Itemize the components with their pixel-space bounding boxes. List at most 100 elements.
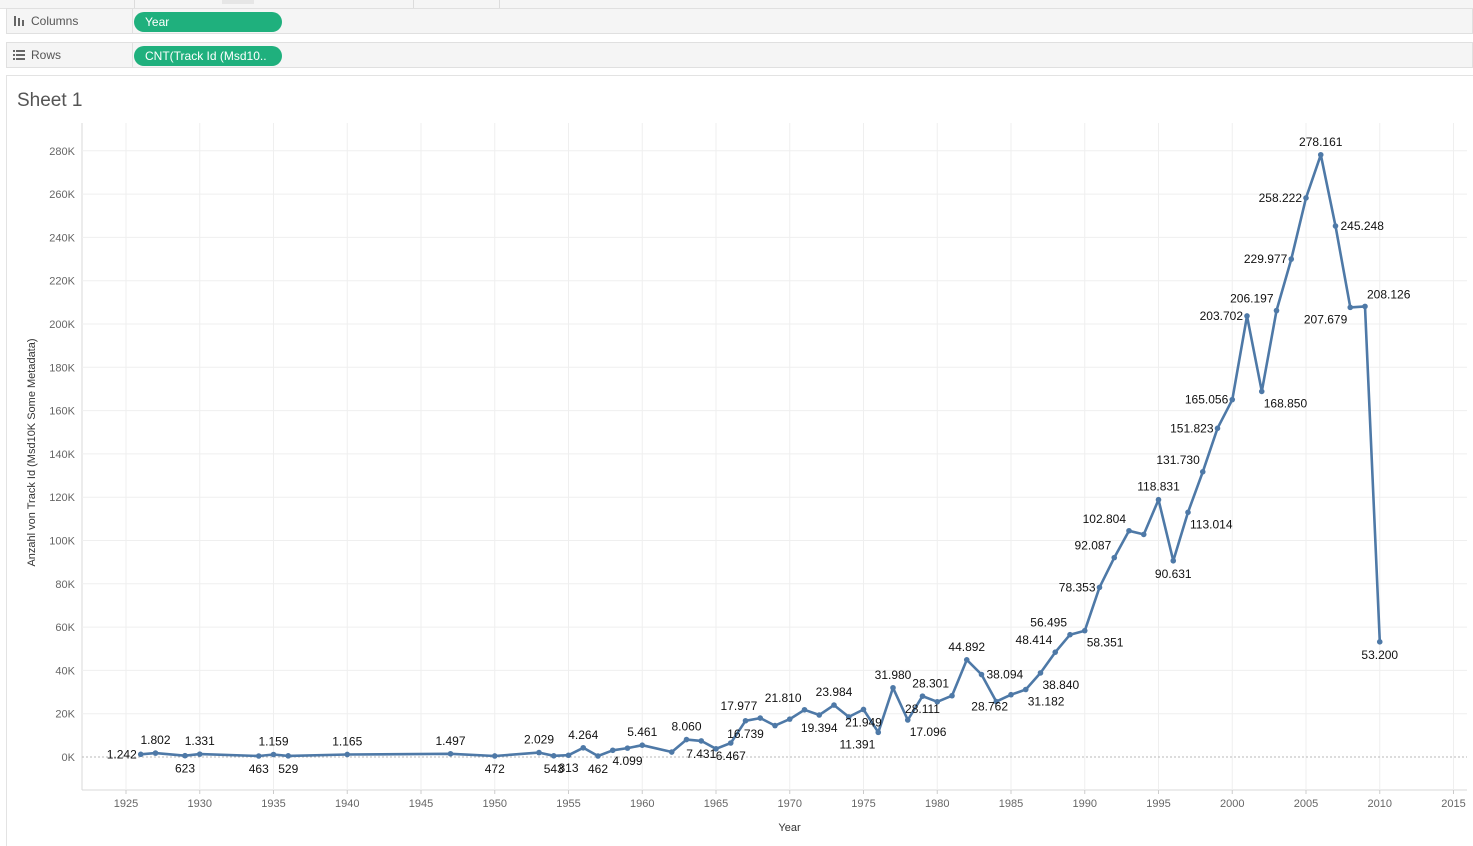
chart-tick-labels: 1925 1930 1935 1940 1945 1950 1955 1960 1965 1970… <box>49 146 1465 810</box>
data-point <box>1244 313 1250 319</box>
y-tick-label: 100K <box>49 536 75 548</box>
data-label: 1.497 <box>435 734 465 748</box>
y-tick-label: 0K <box>62 752 76 764</box>
data-point <box>772 722 778 729</box>
worksheet-area <box>6 75 1473 846</box>
data-label: 4.264 <box>568 728 598 742</box>
data-label: 258.222 <box>1259 191 1303 205</box>
data-point <box>137 751 144 758</box>
data-point <box>491 753 498 759</box>
data-point <box>1008 691 1014 698</box>
data-label: 38.094 <box>987 668 1024 682</box>
y-tick-label: 200K <box>49 319 75 331</box>
columns-shelf[interactable]: Columns Year <box>6 8 1473 34</box>
data-label: 118.831 <box>1137 480 1180 494</box>
data-point <box>698 738 705 744</box>
x-tick-label: 1990 <box>1073 798 1097 810</box>
data-point <box>993 698 1000 705</box>
data-point <box>742 717 749 724</box>
data-label: 92.087 <box>1075 539 1112 553</box>
x-tick-label: 1955 <box>556 798 580 810</box>
data-point <box>270 751 277 758</box>
data-point <box>182 752 188 759</box>
columns-icon <box>14 16 24 26</box>
year-pill[interactable]: Year <box>134 12 282 32</box>
data-point <box>904 717 911 723</box>
data-label: 48.414 <box>1016 633 1053 647</box>
y-tick-label: 20K <box>55 709 75 721</box>
columns-shelf-label-area: Columns <box>7 9 133 33</box>
y-tick-label: 60K <box>55 622 75 634</box>
data-point <box>919 693 926 699</box>
rows-icon <box>13 50 25 60</box>
data-label: 56.495 <box>1030 616 1067 630</box>
data-point <box>550 753 557 759</box>
data-label: 1.331 <box>185 734 215 748</box>
data-point <box>1258 388 1265 395</box>
data-label: 813 <box>558 761 578 775</box>
data-label: 102.804 <box>1083 512 1127 526</box>
data-label: 1.165 <box>332 734 362 748</box>
data-point <box>565 752 572 759</box>
y-tick-label: 180K <box>49 362 75 374</box>
data-point <box>624 745 631 751</box>
data-point <box>1229 396 1236 403</box>
data-label: 23.984 <box>816 685 853 699</box>
data-point <box>1362 303 1368 310</box>
x-tick-label: 1985 <box>999 798 1023 810</box>
rows-shelf[interactable]: Rows CNT(Track Id (Msd10.. <box>6 42 1473 68</box>
data-point <box>831 702 837 708</box>
data-point <box>595 753 601 759</box>
data-label: 31.182 <box>1028 694 1065 708</box>
data-point <box>1170 557 1177 564</box>
data-label: 21.949 <box>845 715 882 729</box>
x-tick-label: 1930 <box>188 798 212 810</box>
data-label: 7.431 <box>686 747 716 761</box>
tab-divider <box>499 0 500 8</box>
x-axis-title: Year <box>778 822 801 834</box>
data-point <box>1140 531 1147 538</box>
data-label: 53.200 <box>1361 648 1398 662</box>
y-tick-label: 260K <box>49 189 75 201</box>
data-point <box>1303 195 1309 201</box>
data-point <box>757 715 764 721</box>
data-point <box>1214 425 1221 432</box>
data-point <box>786 716 793 722</box>
data-point <box>447 750 454 757</box>
data-label: 28.762 <box>971 700 1008 714</box>
data-point <box>344 751 351 758</box>
data-label: 17.977 <box>721 699 758 713</box>
x-tick-label: 2010 <box>1368 798 1392 810</box>
track-count-pill[interactable]: CNT(Track Id (Msd10.. <box>134 46 282 66</box>
tab-indicator[interactable] <box>222 0 254 4</box>
data-point <box>536 749 542 756</box>
x-tick-label: 1945 <box>409 798 433 810</box>
x-tick-label: 1980 <box>925 798 949 810</box>
data-point <box>1126 527 1132 534</box>
data-point <box>1273 307 1280 314</box>
data-label: 19.394 <box>801 721 838 735</box>
data-label: 1.242 <box>107 747 137 761</box>
data-label: 206.197 <box>1230 292 1274 306</box>
y-axis-title: Anzahl von Track Id (Msd10K Some Metadat… <box>26 338 38 566</box>
chart-series[interactable] <box>137 151 1383 759</box>
chart-gridlines <box>81 123 1467 794</box>
rows-shelf-label: Rows <box>31 48 62 62</box>
y-tick-label: 240K <box>49 232 75 244</box>
data-point <box>845 714 852 720</box>
x-tick-label: 1995 <box>1146 798 1170 810</box>
data-point <box>934 698 941 705</box>
data-point <box>196 751 203 757</box>
data-label: 131.730 <box>1156 453 1200 467</box>
data-label: 58.351 <box>1087 636 1124 650</box>
data-label: 5.461 <box>627 725 657 739</box>
data-label: 472 <box>485 762 505 776</box>
x-tick-label: 1950 <box>483 798 507 810</box>
data-point <box>816 712 823 718</box>
y-tick-label: 120K <box>49 492 75 504</box>
data-point <box>1155 496 1162 503</box>
data-point <box>963 657 970 663</box>
data-point <box>1111 554 1118 561</box>
